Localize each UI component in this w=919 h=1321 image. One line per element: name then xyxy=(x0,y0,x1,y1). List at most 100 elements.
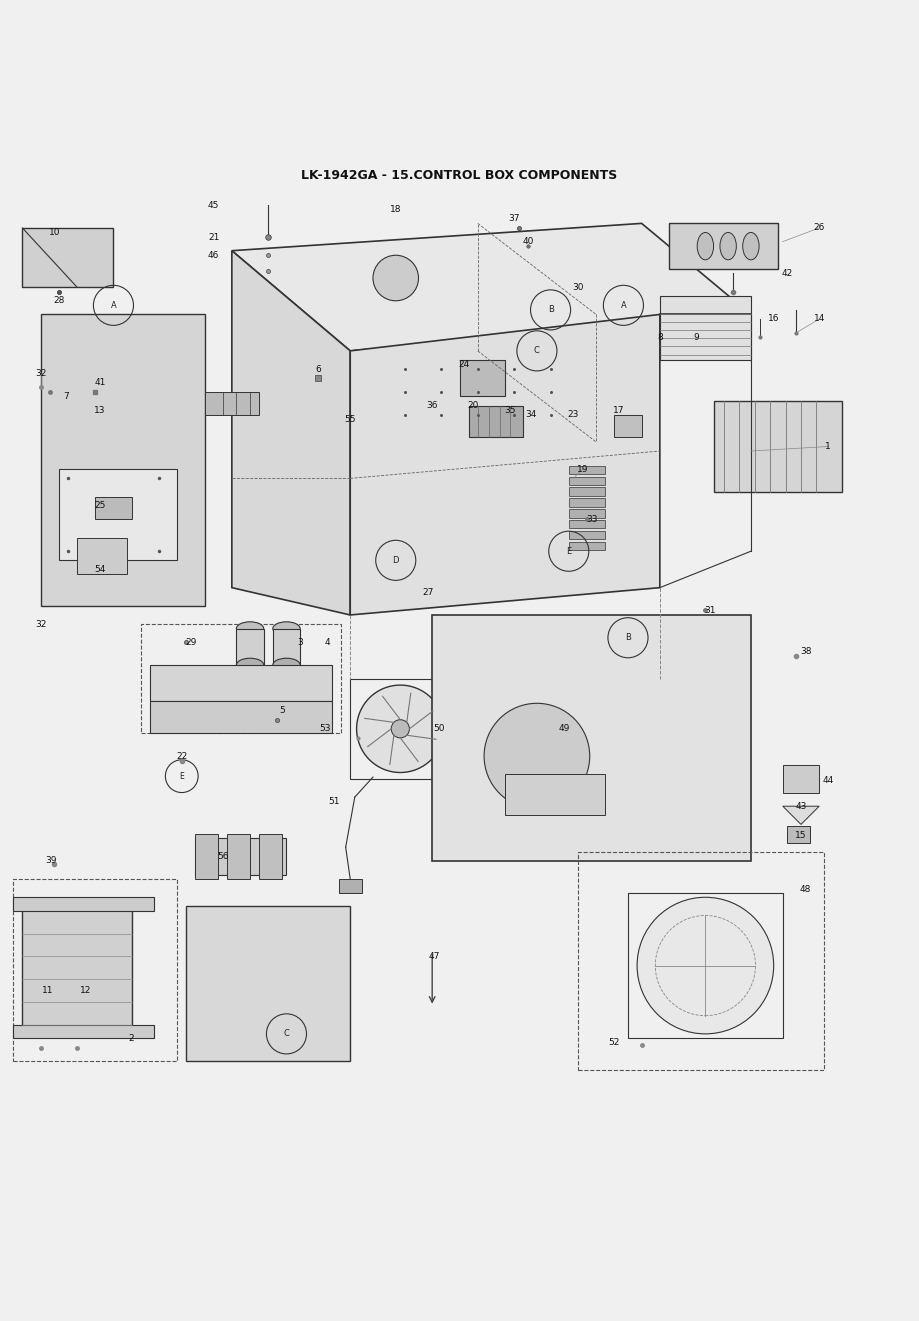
Polygon shape xyxy=(40,314,205,606)
Bar xyxy=(460,361,505,396)
Text: 48: 48 xyxy=(800,885,811,894)
Text: 56: 56 xyxy=(217,852,229,861)
Bar xyxy=(59,469,177,560)
Bar xyxy=(660,296,751,361)
Text: 10: 10 xyxy=(49,229,60,236)
Ellipse shape xyxy=(273,622,301,635)
Text: LK-1942GA - 15.CONTROL BOX COMPONENTS: LK-1942GA - 15.CONTROL BOX COMPONENTS xyxy=(301,169,618,182)
Circle shape xyxy=(484,703,590,808)
Ellipse shape xyxy=(236,658,264,672)
Bar xyxy=(96,497,131,519)
Circle shape xyxy=(357,686,444,773)
Text: C: C xyxy=(534,346,539,355)
Bar xyxy=(13,878,177,1061)
Bar xyxy=(505,774,606,815)
Ellipse shape xyxy=(743,232,759,260)
Text: 7: 7 xyxy=(63,392,69,400)
Text: 52: 52 xyxy=(608,1038,620,1048)
Text: 14: 14 xyxy=(813,314,825,324)
Ellipse shape xyxy=(273,658,301,672)
Bar xyxy=(569,465,606,474)
Bar xyxy=(236,629,264,664)
Text: 23: 23 xyxy=(568,410,579,419)
Text: 32: 32 xyxy=(35,369,46,378)
Ellipse shape xyxy=(720,232,736,260)
Text: 1: 1 xyxy=(825,443,831,450)
Text: 47: 47 xyxy=(428,952,439,960)
Bar xyxy=(569,487,606,495)
Polygon shape xyxy=(232,223,751,351)
Text: 36: 36 xyxy=(426,402,438,410)
Bar xyxy=(13,1025,154,1038)
Text: 29: 29 xyxy=(185,638,197,647)
Text: 27: 27 xyxy=(422,588,434,597)
Text: 24: 24 xyxy=(459,361,470,369)
Polygon shape xyxy=(232,251,350,616)
Text: 19: 19 xyxy=(577,465,588,474)
Text: 12: 12 xyxy=(81,985,92,995)
Text: A: A xyxy=(110,301,117,310)
Text: 32: 32 xyxy=(35,620,46,629)
Text: 13: 13 xyxy=(94,406,106,415)
Bar xyxy=(628,893,783,1038)
Text: 28: 28 xyxy=(53,296,64,305)
Polygon shape xyxy=(783,806,819,824)
Bar xyxy=(273,629,301,664)
Circle shape xyxy=(391,720,409,738)
Text: A: A xyxy=(620,301,626,310)
Text: 49: 49 xyxy=(559,724,570,733)
Bar xyxy=(350,679,450,779)
Text: 38: 38 xyxy=(800,647,811,657)
Bar xyxy=(569,542,606,551)
Text: 25: 25 xyxy=(94,501,106,510)
Text: B: B xyxy=(625,633,631,642)
Bar xyxy=(714,402,842,491)
Text: 3: 3 xyxy=(297,638,303,647)
Text: 15: 15 xyxy=(795,831,807,840)
Text: 26: 26 xyxy=(813,223,825,232)
Text: 43: 43 xyxy=(795,802,807,811)
Bar xyxy=(432,616,751,861)
Text: 6: 6 xyxy=(315,365,322,374)
Bar xyxy=(196,834,218,878)
Circle shape xyxy=(373,255,418,301)
Text: 54: 54 xyxy=(94,565,106,573)
Bar xyxy=(22,906,131,1034)
Text: 21: 21 xyxy=(208,232,220,242)
Text: C: C xyxy=(284,1029,289,1038)
Text: B: B xyxy=(548,305,553,314)
Bar xyxy=(569,498,606,506)
Bar xyxy=(205,392,259,415)
Ellipse shape xyxy=(236,622,264,635)
Bar xyxy=(569,520,606,528)
Ellipse shape xyxy=(698,232,713,260)
Text: 17: 17 xyxy=(613,406,625,415)
Text: 35: 35 xyxy=(504,406,516,415)
Text: 53: 53 xyxy=(319,724,331,733)
Text: 18: 18 xyxy=(390,205,402,214)
Text: 50: 50 xyxy=(434,724,445,733)
Bar xyxy=(783,765,819,793)
Bar xyxy=(187,906,350,1061)
Text: 55: 55 xyxy=(345,415,356,424)
Bar xyxy=(569,510,606,518)
Text: 34: 34 xyxy=(525,410,536,419)
Text: 44: 44 xyxy=(823,777,834,785)
Text: 2: 2 xyxy=(129,1034,134,1042)
Bar xyxy=(469,406,523,437)
Text: 16: 16 xyxy=(768,314,779,324)
Text: 42: 42 xyxy=(782,269,793,277)
Text: 39: 39 xyxy=(46,856,57,865)
Bar xyxy=(614,415,641,437)
Polygon shape xyxy=(150,701,332,733)
Text: 41: 41 xyxy=(94,378,106,387)
Bar xyxy=(13,897,154,911)
Text: 8: 8 xyxy=(657,333,663,342)
Bar xyxy=(569,477,606,485)
Bar xyxy=(196,838,287,875)
Bar xyxy=(578,852,823,1070)
Text: 40: 40 xyxy=(522,236,534,246)
Text: 33: 33 xyxy=(585,515,597,524)
Text: 22: 22 xyxy=(176,752,187,761)
Text: 4: 4 xyxy=(324,638,330,647)
